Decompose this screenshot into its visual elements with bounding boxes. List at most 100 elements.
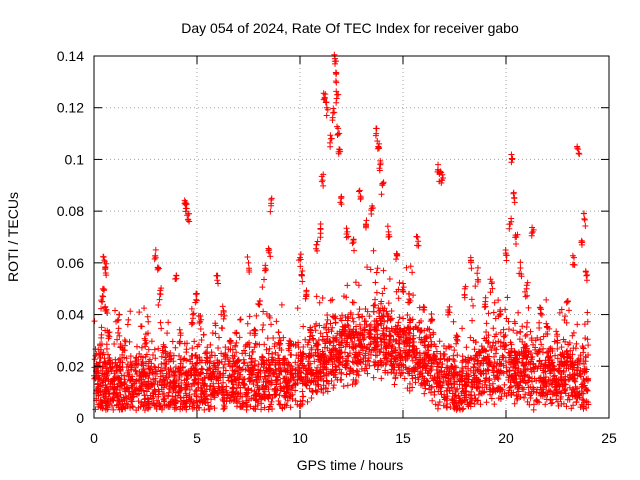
data-point	[508, 341, 515, 348]
data-point	[388, 358, 395, 365]
data-point	[210, 383, 217, 390]
data-point	[521, 372, 528, 379]
data-point	[192, 388, 199, 395]
data-point	[396, 339, 403, 346]
data-point	[263, 310, 270, 317]
data-point	[318, 385, 325, 392]
data-point	[448, 385, 455, 392]
data-point	[121, 354, 128, 361]
data-point	[259, 326, 266, 333]
data-point	[475, 397, 482, 404]
data-point	[273, 318, 280, 325]
data-point	[201, 381, 208, 388]
data-point	[446, 344, 453, 351]
data-point	[491, 353, 498, 360]
data-point	[275, 398, 282, 405]
data-point	[386, 276, 393, 283]
data-point	[257, 368, 264, 375]
data-point	[196, 371, 203, 378]
data-point	[583, 404, 590, 411]
data-point	[504, 368, 511, 375]
data-point	[412, 379, 419, 386]
data-point	[330, 105, 337, 112]
y-tick-label: 0.12	[57, 100, 84, 116]
data-point	[270, 335, 277, 342]
data-point	[473, 339, 480, 346]
data-point	[378, 191, 385, 198]
data-point	[585, 375, 592, 382]
data-point	[406, 349, 413, 356]
data-point	[187, 372, 194, 379]
data-point	[405, 370, 412, 377]
data-point	[223, 389, 230, 396]
data-point	[266, 362, 273, 369]
data-point	[115, 316, 122, 323]
data-point	[398, 366, 405, 373]
data-point	[522, 288, 529, 295]
data-point	[401, 347, 408, 354]
data-point	[116, 375, 123, 382]
data-point	[382, 369, 389, 376]
data-point	[298, 369, 305, 376]
data-point	[277, 364, 284, 371]
data-point	[136, 309, 143, 316]
data-point	[211, 405, 218, 412]
data-point	[357, 336, 364, 343]
data-point	[300, 344, 307, 351]
data-point	[395, 331, 402, 338]
data-point	[254, 384, 261, 391]
data-point	[416, 360, 423, 367]
data-point	[333, 79, 340, 86]
data-point	[338, 201, 345, 208]
data-point	[463, 382, 470, 389]
data-point	[269, 369, 276, 376]
data-point	[547, 388, 554, 395]
data-point	[287, 393, 294, 400]
data-point	[128, 362, 135, 369]
data-point	[451, 369, 458, 376]
data-point	[574, 145, 581, 152]
data-point	[243, 403, 250, 410]
data-point	[473, 385, 480, 392]
data-point	[421, 390, 428, 397]
data-point	[172, 344, 179, 351]
data-point	[406, 336, 413, 343]
data-point	[208, 403, 215, 410]
data-point	[535, 362, 542, 369]
data-point	[373, 317, 380, 324]
data-point	[196, 354, 203, 361]
data-point	[277, 340, 284, 347]
data-point	[182, 382, 189, 389]
data-point	[506, 359, 513, 366]
data-point	[347, 368, 354, 375]
data-point	[267, 208, 274, 215]
data-point	[331, 109, 338, 116]
data-point	[528, 388, 535, 395]
data-point	[581, 215, 588, 222]
data-point	[471, 346, 478, 353]
data-point	[265, 350, 272, 357]
data-point	[503, 392, 510, 399]
data-point	[323, 337, 330, 344]
data-point	[366, 333, 373, 340]
data-point	[347, 334, 354, 341]
data-point	[306, 353, 313, 360]
data-point	[452, 334, 459, 341]
data-point	[112, 359, 119, 366]
data-point	[252, 405, 259, 412]
data-point	[556, 309, 563, 316]
data-point	[507, 384, 514, 391]
data-point	[336, 146, 343, 153]
data-point	[305, 352, 312, 359]
data-point	[467, 259, 474, 266]
data-point	[349, 240, 356, 247]
data-point	[289, 365, 296, 372]
data-point	[181, 377, 188, 384]
data-point	[263, 346, 270, 353]
data-point	[472, 283, 479, 290]
data-point	[127, 359, 134, 366]
data-point	[190, 365, 197, 372]
data-point	[103, 367, 110, 374]
data-point	[129, 373, 136, 380]
data-point	[219, 388, 226, 395]
